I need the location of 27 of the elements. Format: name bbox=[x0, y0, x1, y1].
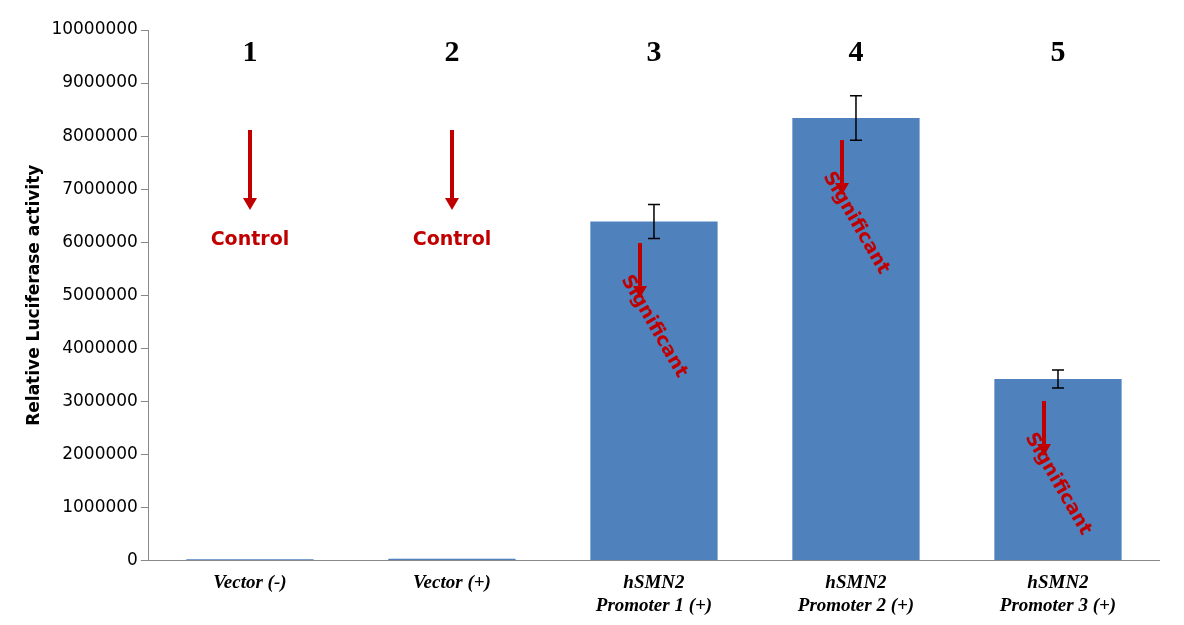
y-tick-label: 10000000 bbox=[51, 18, 138, 39]
annotation: 2 bbox=[444, 33, 460, 67]
x-tick-label: hSMN2 Promoter 2 (+) bbox=[796, 570, 915, 616]
y-axis-title: Relative Luciferase activity bbox=[22, 164, 43, 426]
y-tick-label: 3000000 bbox=[62, 389, 138, 410]
x-tick-label: Vector (+) bbox=[413, 570, 491, 593]
y-tick-label: 0 bbox=[127, 548, 138, 569]
bar bbox=[792, 118, 920, 560]
annotation: 3 bbox=[646, 33, 662, 67]
y-tick-label: 8000000 bbox=[62, 124, 138, 145]
x-tick-label: hSMN2 Promoter 1 (+) bbox=[594, 570, 713, 616]
y-tick-label: 7000000 bbox=[62, 177, 138, 198]
y-tick-label: 9000000 bbox=[62, 71, 138, 92]
annotation: 5 bbox=[1050, 33, 1066, 67]
y-tick-label: 5000000 bbox=[62, 283, 138, 304]
x-tick-label: hSMN2 Promoter 3 (+) bbox=[998, 570, 1117, 616]
annotation: 1 bbox=[242, 33, 258, 67]
annotation: 4 bbox=[848, 33, 864, 67]
y-tick-label: 2000000 bbox=[62, 442, 138, 463]
y-tick-label: 6000000 bbox=[62, 230, 138, 251]
bar bbox=[994, 379, 1122, 560]
x-tick-label: Vector (-) bbox=[213, 570, 287, 593]
annotation: Control bbox=[210, 226, 290, 249]
annotation: Control bbox=[412, 226, 492, 249]
bar bbox=[590, 221, 718, 560]
y-tick-label: 1000000 bbox=[62, 495, 138, 516]
y-tick-label: 4000000 bbox=[62, 336, 138, 357]
